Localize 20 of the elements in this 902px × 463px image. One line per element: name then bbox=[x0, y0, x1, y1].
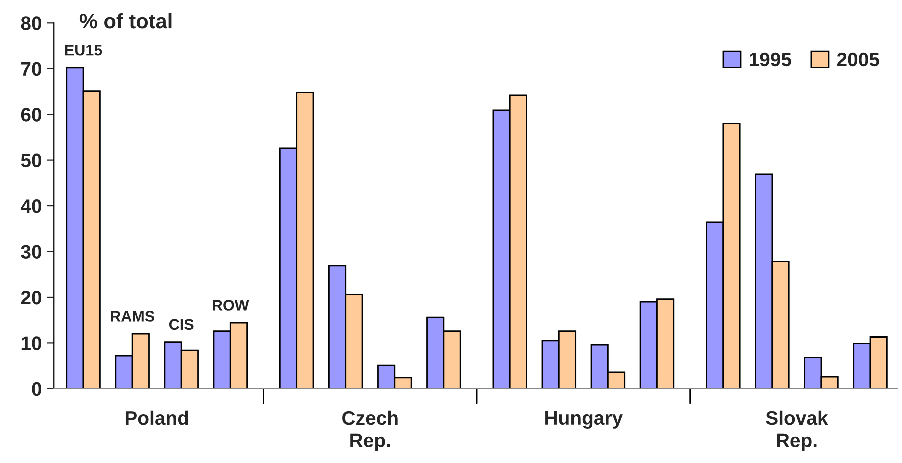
text: Hungary bbox=[546, 411, 624, 429]
y-tick-label: 40 bbox=[20, 200, 42, 214]
y-tick-label: 20 bbox=[21, 290, 42, 305]
y-tick-label: 60 bbox=[21, 108, 42, 122]
text: Poland bbox=[126, 410, 188, 426]
y-axis-title: % of total bbox=[80, 13, 172, 29]
x-tick-label: CIS bbox=[170, 319, 194, 330]
y-tick-label: 10 bbox=[22, 336, 42, 350]
y-tick-label: 0 bbox=[32, 382, 42, 396]
y-tick-label: 30 bbox=[21, 245, 42, 260]
y-tick-label: 80 bbox=[21, 16, 42, 30]
y-tick-label: 50 bbox=[21, 154, 42, 168]
text: Czech Rep. bbox=[342, 410, 398, 452]
legend-label: 1995 bbox=[750, 52, 792, 67]
y-tick-label: 70 bbox=[22, 62, 42, 76]
legend-label: 2005 bbox=[837, 52, 880, 67]
x-tick-label: ROW bbox=[212, 300, 250, 311]
x-tick-label: EU15 bbox=[65, 45, 102, 56]
x-tick-label: RAMS bbox=[111, 311, 154, 322]
text: Slovak Rep. bbox=[766, 410, 828, 452]
